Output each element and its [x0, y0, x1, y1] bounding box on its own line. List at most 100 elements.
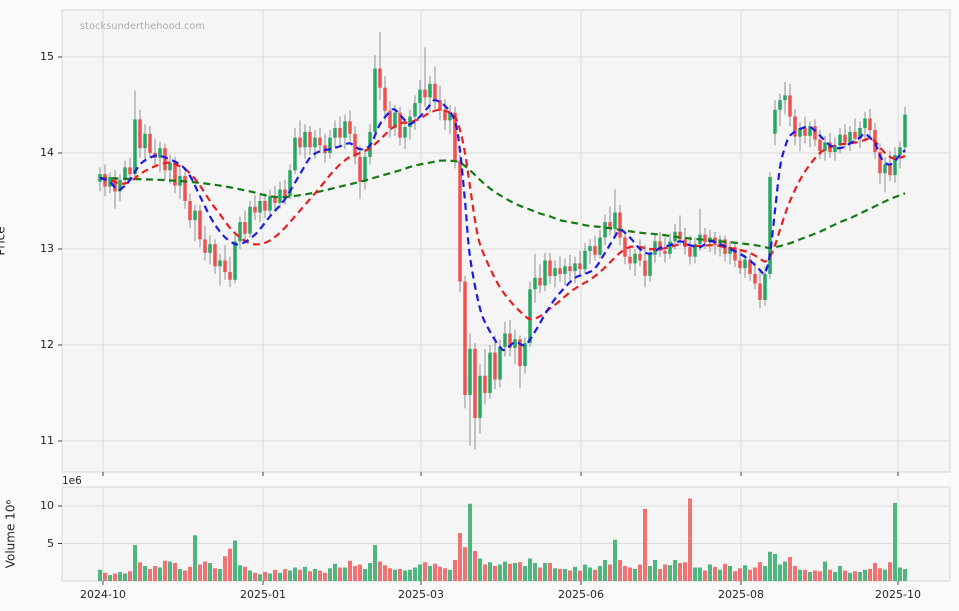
candle-down: [263, 201, 267, 211]
candle-down: [733, 247, 737, 261]
volume-bar: [278, 572, 282, 581]
candle-down: [788, 95, 792, 117]
volume-bar: [553, 568, 557, 581]
candle-up: [118, 179, 122, 192]
volume-bar: [568, 570, 572, 581]
volume-bar: [493, 566, 497, 581]
volume-bar: [783, 561, 787, 581]
candle-down: [878, 152, 882, 174]
volume-bar: [468, 503, 472, 581]
candle-up: [168, 162, 172, 171]
volume-bar: [298, 569, 302, 581]
volume-bar: [793, 566, 797, 581]
candle-down: [283, 189, 287, 197]
volume-bar: [148, 569, 152, 581]
candle-down: [678, 231, 682, 240]
volume-bar: [578, 570, 582, 581]
candle-up: [193, 210, 197, 221]
volume-bar: [633, 569, 637, 581]
candle-down: [243, 222, 247, 234]
volume-bar: [733, 571, 737, 581]
candle-down: [538, 277, 542, 286]
volume-bar: [683, 562, 687, 581]
volume-bar: [448, 569, 452, 581]
volume-bar: [818, 571, 822, 581]
candle-down: [273, 196, 277, 203]
x-tick-label: 2025-01: [240, 588, 286, 601]
volume-tick-label: 10: [40, 499, 54, 512]
volume-bar: [583, 564, 587, 581]
price-tick-label: 14: [40, 146, 54, 159]
candle-up: [903, 114, 907, 148]
volume-bar: [213, 568, 217, 581]
volume-bar: [853, 571, 857, 581]
volume-bar: [158, 567, 162, 581]
candle-down: [188, 201, 192, 221]
volume-bar: [458, 533, 462, 581]
volume-bar: [638, 564, 642, 581]
candle-up: [553, 268, 557, 276]
candle-up: [468, 348, 472, 395]
candle-up: [403, 127, 407, 138]
candle-down: [888, 164, 892, 176]
volume-bar: [543, 563, 547, 581]
volume-bar: [113, 573, 117, 581]
candle-up: [413, 103, 417, 117]
candle-down: [618, 212, 622, 238]
volume-bar: [123, 573, 127, 581]
candle-down: [398, 112, 402, 138]
volume-bar: [223, 556, 227, 581]
candle-up: [773, 109, 777, 134]
volume-bar: [688, 498, 692, 581]
volume-bar: [763, 566, 767, 581]
volume-bar: [473, 551, 477, 581]
candle-down: [578, 263, 582, 270]
candle-up: [603, 222, 607, 238]
volume-bar: [598, 566, 602, 581]
volume-bar: [748, 569, 752, 581]
volume-bar: [798, 569, 802, 581]
x-tick-label: 2025-03: [398, 588, 444, 601]
volume-bar: [778, 564, 782, 581]
volume-bar: [453, 560, 457, 581]
candle-up: [178, 176, 182, 186]
candle-down: [298, 137, 302, 148]
volume-bar: [318, 570, 322, 581]
volume-bar: [628, 567, 632, 581]
candle-up: [418, 89, 422, 104]
candle-up: [448, 112, 452, 121]
volume-bar: [718, 569, 722, 581]
candle-down: [473, 348, 477, 418]
volume-bar: [138, 562, 142, 581]
x-tick-label: 2024-10: [80, 588, 126, 601]
candle-down: [623, 237, 627, 257]
volume-bar: [393, 569, 397, 581]
volume-bar: [773, 554, 777, 581]
candle-down: [213, 244, 217, 267]
candle-up: [123, 167, 127, 180]
volume-bar: [843, 570, 847, 581]
volume-bar: [713, 566, 717, 581]
candle-up: [528, 289, 532, 344]
volume-bar: [338, 567, 342, 581]
volume-bar: [283, 569, 287, 581]
candle-up: [668, 241, 672, 254]
volume-bar: [758, 562, 762, 581]
candle-down: [358, 156, 362, 182]
volume-bar: [518, 562, 522, 581]
volume-bar: [703, 570, 707, 581]
candle-down: [738, 260, 742, 269]
candle-down: [483, 375, 487, 393]
candle-up: [408, 116, 412, 128]
volume-bar: [408, 569, 412, 581]
volume-bar: [788, 557, 792, 581]
candle-up: [523, 343, 527, 367]
candle-up: [143, 133, 147, 149]
volume-bar: [263, 572, 267, 581]
volume-bar: [548, 563, 552, 581]
x-tick-label: 2025-06: [558, 588, 604, 601]
candle-up: [488, 352, 492, 393]
volume-bar: [743, 565, 747, 581]
volume-bar: [418, 564, 422, 581]
candle-up: [563, 266, 567, 274]
